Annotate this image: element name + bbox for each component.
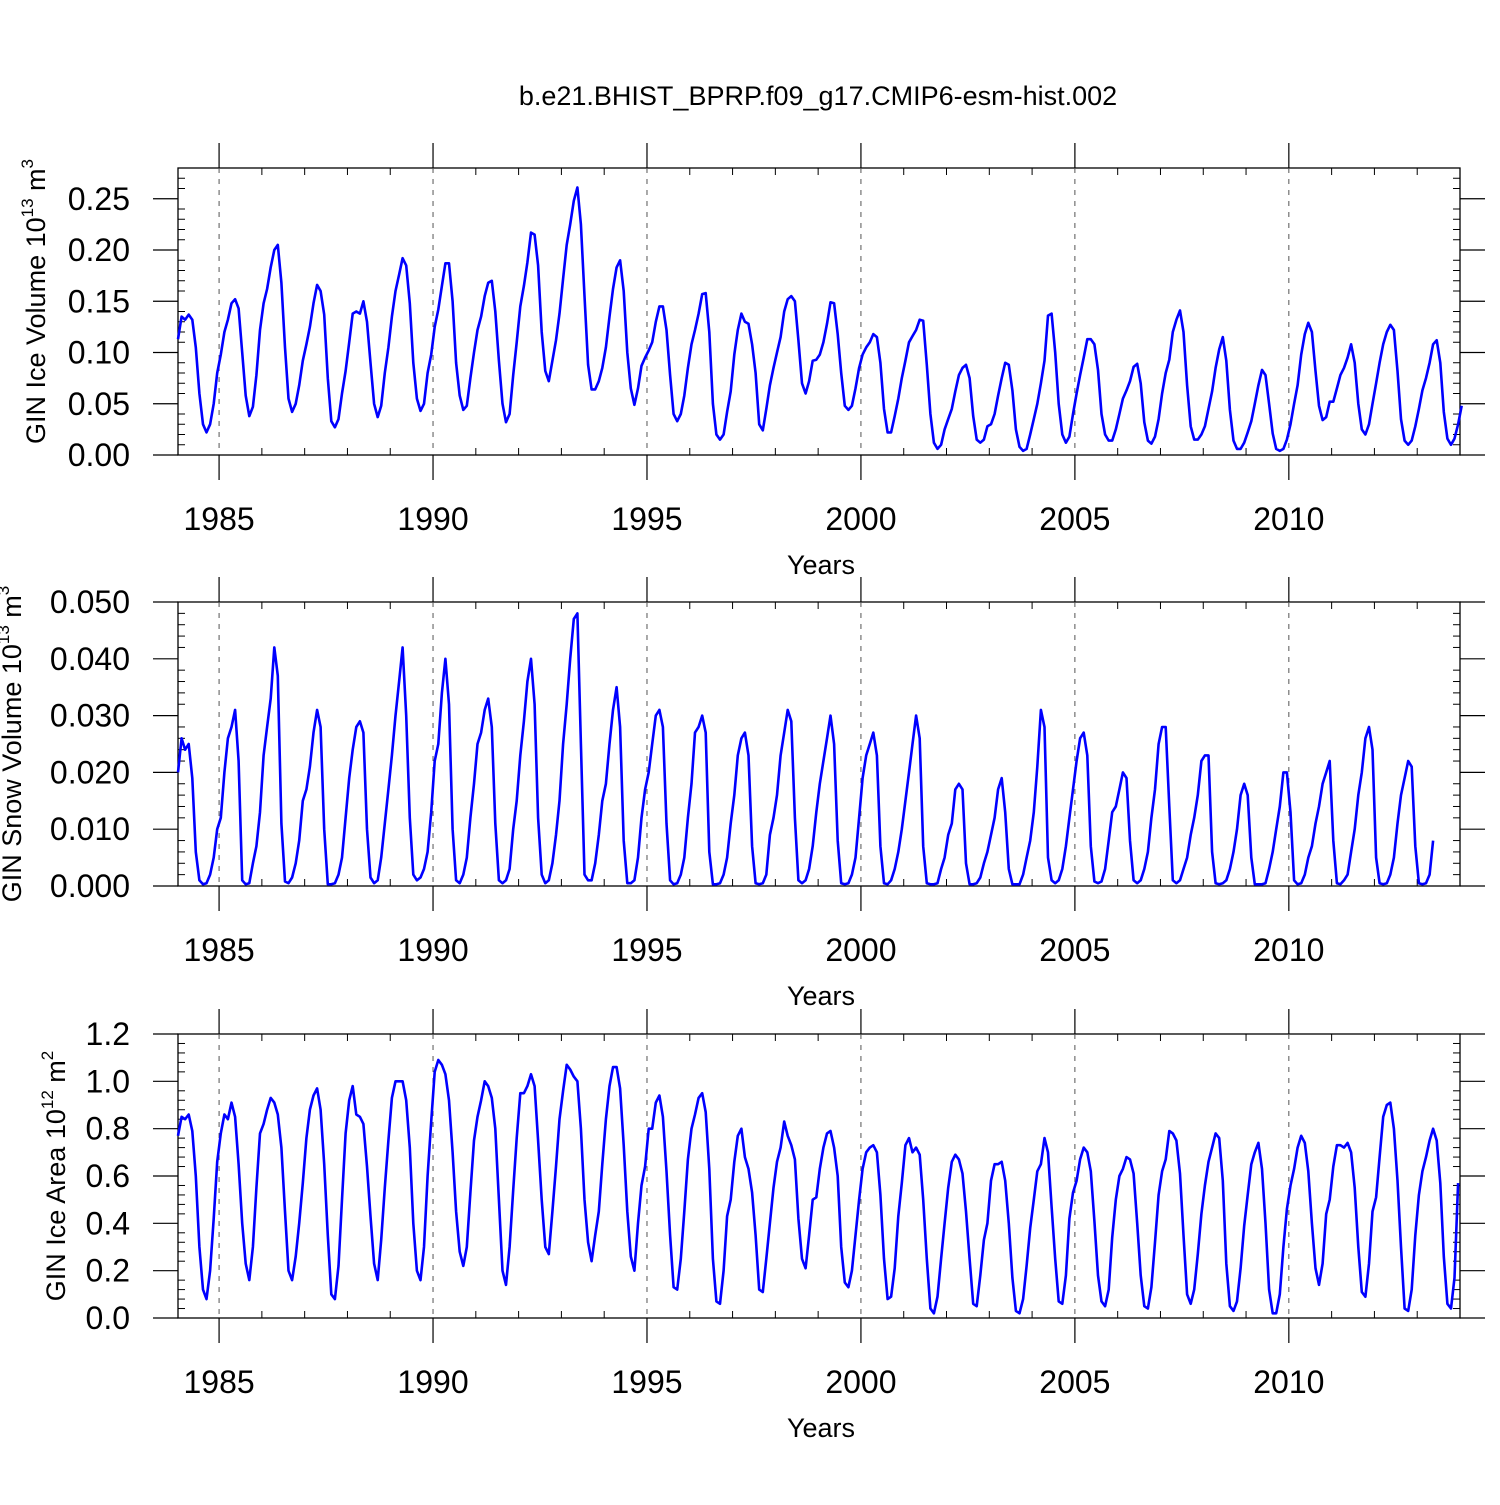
series-line-ice-volume: [176, 186, 1463, 453]
y-axis-title-unit-exponent: 2: [38, 1051, 57, 1060]
x-tick-label: 2005: [1039, 501, 1110, 537]
y-tick-label: 0.010: [50, 811, 130, 847]
x-tick-label: 2010: [1253, 932, 1324, 968]
y-axis-title-unit-exponent: 3: [0, 586, 13, 595]
panel-snow-volume: 1985 1990 1995 2000 2005 2010 0.000 0.010 0.020 0…: [0, 577, 1485, 1011]
y-axis-title: GIN Ice Volume 1013 m3: [18, 159, 51, 444]
x-tick-label: 1985: [183, 1364, 254, 1400]
y-tick-label: 0.020: [50, 754, 130, 790]
x-tick-label: 1995: [611, 932, 682, 968]
x-tick-label: 1990: [397, 1364, 468, 1400]
y-tick-label: 0.2: [86, 1253, 130, 1289]
y-tick-label: 0.15: [68, 283, 130, 319]
y-tick-label: 1.0: [86, 1063, 130, 1099]
y-tick-label: 0.040: [50, 641, 130, 677]
x-axis-title: Years: [787, 981, 855, 1011]
y-tick-label: 1.2: [86, 1016, 130, 1052]
y-axis-title-unit: m: [41, 1060, 71, 1090]
x-tick-label: 1990: [397, 501, 468, 537]
x-tick-label: 2005: [1039, 1364, 1110, 1400]
y-tick-label: 0.10: [68, 335, 130, 371]
panel-ice-volume: 1985 1990 1995 2000 2005 2010 0.00 0.05 0.10 0.15…: [18, 143, 1485, 580]
x-tick-label: 2000: [825, 1364, 896, 1400]
x-tick-label: 1995: [611, 501, 682, 537]
x-tick-label: 1990: [397, 932, 468, 968]
series-line-ice-area: [176, 1058, 1460, 1315]
y-axis-title-text: GIN Snow Volume 10: [0, 644, 27, 902]
series-line-snow-volume: [176, 612, 1435, 886]
x-axis-title: Years: [787, 1413, 855, 1443]
y-tick-label: 0.000: [50, 868, 130, 904]
x-tick-label: 1995: [611, 1364, 682, 1400]
y-tick-label: 0.050: [50, 584, 130, 620]
plot-frame: [177, 167, 1461, 456]
y-axis-title-exponent: 12: [38, 1090, 57, 1109]
y-tick-label: 0.00: [68, 437, 130, 473]
y-tick-label: 0.8: [86, 1111, 130, 1147]
y-axis-title-text: GIN Ice Area 10: [41, 1109, 71, 1301]
x-tick-label: 2005: [1039, 932, 1110, 968]
y-tick-label: 0.20: [68, 232, 130, 268]
y-tick-label: 0.05: [68, 386, 130, 422]
figure-title: b.e21.BHIST_BPRP.f09_g17.CMIP6-esm-hist.…: [519, 81, 1117, 111]
x-tick-label: 2000: [825, 932, 896, 968]
y-tick-label: 0.4: [86, 1205, 130, 1241]
x-axis-title: Years: [787, 550, 855, 580]
y-tick-label: 0.0: [86, 1300, 130, 1336]
x-tick-label: 1985: [183, 501, 254, 537]
y-axis-title-exponent: 13: [18, 198, 37, 217]
y-axis-title: GIN Ice Area 1012 m2: [38, 1051, 71, 1302]
x-tick-label: 2000: [825, 501, 896, 537]
x-tick-label: 1985: [183, 932, 254, 968]
y-tick-label: 0.030: [50, 698, 130, 734]
plot-frame: [177, 601, 1461, 887]
y-axis-title-unit: m: [0, 595, 27, 625]
y-axis-title: GIN Snow Volume 1013 m3: [0, 586, 27, 903]
y-axis-title-unit-exponent: 3: [18, 159, 37, 168]
y-tick-label: 0.25: [68, 181, 130, 217]
x-tick-label: 2010: [1253, 1364, 1324, 1400]
y-axis-title-text: GIN Ice Volume 10: [21, 217, 51, 444]
y-tick-label: 0.6: [86, 1158, 130, 1194]
x-tick-label: 2010: [1253, 501, 1324, 537]
y-axis-title-unit: m: [21, 168, 51, 198]
panel-ice-area: 1985 1990 1995 2000 2005 2010 0.0 0.2 0.4 0.6 0.8 1…: [38, 1009, 1485, 1443]
y-axis-title-exponent: 13: [0, 625, 13, 644]
